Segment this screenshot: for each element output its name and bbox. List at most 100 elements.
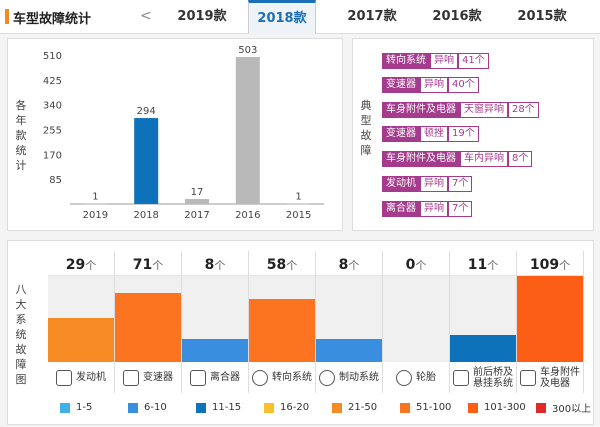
- system-label: 前后桥及 悬挂系统: [450, 362, 516, 393]
- bar-2016: [235, 56, 260, 204]
- system-label: 变速器: [115, 362, 181, 393]
- faults-label: 典型故障: [360, 99, 372, 157]
- legend-label: 1-5: [76, 402, 93, 413]
- system-count-unit: 个: [85, 259, 97, 272]
- y-tick-label: 340: [43, 101, 62, 112]
- system-count-value: 29: [65, 257, 86, 273]
- system-count-unit: 个: [559, 259, 571, 272]
- fault-part: 发动机: [382, 176, 420, 192]
- fault-tag[interactable]: 变速器 异响 40个: [382, 77, 479, 93]
- bar-value-label: 294: [137, 106, 156, 117]
- system-count: 8个: [316, 251, 382, 276]
- fault-tag[interactable]: 转向系统 异响 41个: [382, 53, 489, 69]
- legend-label: 101-300: [484, 402, 526, 413]
- fault-count: 19个: [448, 126, 479, 142]
- system-label: 转向系统: [249, 362, 315, 393]
- system-count-value: 71: [132, 257, 153, 273]
- system-count: 58个: [249, 251, 315, 276]
- system-bar: [450, 334, 516, 362]
- fault-type: 异响: [420, 201, 448, 217]
- fault-tag[interactable]: 变速器 顿挫 19个: [382, 126, 479, 142]
- legend-item: 1-5: [60, 400, 128, 415]
- legend: 1-5 6-10 11-15 16-20 21-50 51-100 101-300 300以上: [60, 400, 600, 415]
- system-column[interactable]: 0个轮胎: [383, 251, 450, 393]
- system-bar-area: [450, 276, 516, 362]
- legend-item: 6-10: [128, 400, 196, 415]
- fault-type: 顿挫: [420, 126, 448, 142]
- system-count-value: 8: [338, 257, 349, 273]
- system-label: 离合器: [182, 362, 248, 393]
- tab-2017[interactable]: 2017款: [347, 9, 397, 24]
- system-count: 109个: [517, 251, 583, 276]
- fault-count: 8个: [508, 151, 533, 167]
- system-count-unit: 个: [415, 259, 427, 272]
- page-title: 车型故障统计: [13, 12, 92, 27]
- year-chart-panel: [7, 38, 343, 231]
- system-column[interactable]: 8个 制动系统: [316, 251, 383, 393]
- system-count-value: 0: [405, 257, 416, 273]
- legend-swatch: [264, 402, 274, 413]
- legend-item: 300以上: [536, 400, 600, 415]
- tab-2018[interactable]: 2018款: [248, 0, 316, 34]
- system-count-unit: 个: [348, 259, 360, 272]
- fault-count: 41个: [458, 53, 489, 69]
- car-body-icon: [520, 369, 536, 386]
- system-count-value: 58: [266, 257, 287, 273]
- legend-label: 51-100: [416, 402, 452, 413]
- bar-value-label: 17: [191, 187, 204, 198]
- legend-label: 300以上: [552, 404, 592, 415]
- system-name: 轮胎: [416, 372, 436, 383]
- bar-2017: [185, 199, 209, 204]
- system-bar: [115, 292, 181, 362]
- system-count-unit: 个: [152, 259, 164, 272]
- year-chart-ylabel: 各年款统计: [15, 99, 27, 172]
- legend-label: 21-50: [348, 402, 378, 413]
- bar-2019: [83, 203, 108, 205]
- fault-count: 40个: [448, 77, 479, 93]
- bar-2018: [134, 118, 159, 204]
- prev-arrow-icon[interactable]: <: [140, 8, 152, 24]
- year-chart: 85 170 255 340 425 510 1 2019 294 2018 17 2017 503 20…: [43, 45, 324, 221]
- brake-disc-icon: [319, 369, 335, 386]
- system-count: 71个: [115, 251, 181, 276]
- system-column[interactable]: 29个 发动机: [48, 251, 115, 393]
- system-column[interactable]: 109个 车身附件 及电器: [517, 251, 584, 393]
- legend-swatch: [196, 402, 206, 413]
- fault-tag[interactable]: 车身附件及电器 天窗异响 28个: [382, 102, 539, 118]
- tab-2019[interactable]: 2019款: [177, 9, 227, 24]
- system-bar-area: [249, 276, 315, 362]
- system-name: 变速器: [143, 372, 173, 383]
- fault-count: 28个: [508, 102, 539, 118]
- clutch-icon: [190, 369, 206, 386]
- system-name: 离合器: [210, 372, 240, 383]
- fault-tag[interactable]: 车身附件及电器 车内异响 8个: [382, 151, 533, 167]
- fault-part: 车身附件及电器: [382, 151, 460, 167]
- legend-item: 21-50: [332, 400, 400, 415]
- fault-type: 异响: [420, 77, 448, 93]
- system-column[interactable]: 58个转向系统: [249, 251, 316, 393]
- system-count-unit: 个: [214, 259, 226, 272]
- system-bar-area: [316, 276, 382, 362]
- legend-item: 11-15: [196, 400, 264, 415]
- system-column[interactable]: 71个变速器: [115, 251, 182, 393]
- fault-tag[interactable]: 离合器 异响 7个: [382, 201, 473, 217]
- system-name: 转向系统: [272, 372, 312, 383]
- gearshift-icon: [123, 369, 139, 386]
- system-count: 0个: [383, 251, 449, 276]
- fault-tag[interactable]: 发动机 异响 7个: [382, 176, 473, 192]
- tab-2015[interactable]: 2015款: [517, 9, 567, 24]
- fault-type: 天窗异响: [460, 102, 508, 118]
- system-bar: [48, 317, 114, 362]
- system-count-unit: 个: [487, 259, 499, 272]
- legend-item: 101-300: [468, 400, 536, 415]
- system-column[interactable]: 8个 离合器: [182, 251, 249, 393]
- system-column[interactable]: 11个 前后桥及 悬挂系统: [450, 251, 517, 393]
- system-bar-area: [115, 276, 181, 362]
- axle-icon: [453, 369, 469, 386]
- fault-count: 7个: [448, 176, 473, 192]
- engine-icon: [56, 369, 72, 386]
- tab-2016[interactable]: 2016款: [432, 9, 482, 24]
- x-tick-label: 2017: [184, 210, 209, 221]
- system-bar-area: [383, 276, 449, 362]
- system-count-value: 109: [529, 257, 560, 273]
